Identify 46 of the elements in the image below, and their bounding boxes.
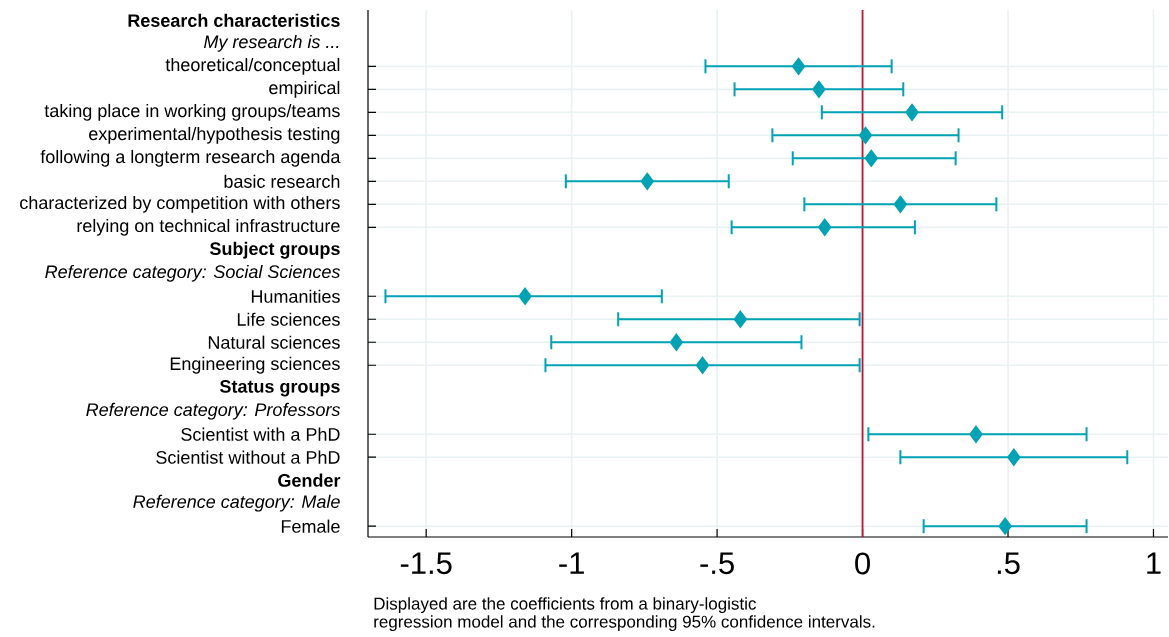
y-tick-label: relying on technical infrastructure	[77, 218, 340, 236]
point	[893, 195, 907, 213]
y-tick-label: Research characteristics	[128, 13, 340, 27]
y-tick-label: Female	[281, 519, 340, 533]
point	[1007, 448, 1021, 466]
point	[791, 57, 806, 75]
point	[818, 218, 832, 236]
y-tick-label: Scientist with a PhD	[181, 427, 340, 441]
x-tick-label: .5	[997, 552, 1020, 575]
y-tick-label: following a longterm research agenda	[40, 149, 341, 167]
point	[733, 310, 747, 328]
point	[864, 149, 878, 167]
x-tick-label: -1	[559, 552, 584, 574]
point	[812, 80, 826, 98]
y-tick-label: Reference category: Male	[133, 494, 340, 512]
y-tick-label: Status groups	[219, 380, 340, 397]
x-tick-label: 0	[855, 552, 870, 575]
y-tick-label: theoretical/conceptual	[165, 57, 340, 75]
y-tick-label: Subject groups	[209, 241, 340, 259]
point	[858, 126, 873, 144]
y-tick-label: Reference category: Social Sciences	[45, 264, 341, 282]
point	[640, 172, 654, 190]
y-tick-label: characterized by competition with others	[20, 195, 340, 213]
y-tick-label: Scientist without a PhD	[156, 450, 340, 464]
point	[905, 103, 919, 121]
y-tick-label: Humanities	[251, 289, 340, 303]
y-tick-label: experimental/hypothesis testing	[89, 126, 340, 144]
y-tick-label: basic research	[224, 174, 340, 188]
y-tick-label: My research is ...	[203, 34, 339, 52]
point	[669, 333, 683, 351]
y-tick-label: Engineering sciences	[170, 356, 340, 374]
y-tick-label: Natural sciences	[208, 335, 340, 349]
text: Displayed are the coefficients from a binary-logistic	[374, 597, 756, 614]
y-tick-label: Gender	[278, 473, 341, 487]
y-tick-label: taking place in working groups/teams	[44, 103, 340, 121]
y-tick-label: Life sciences	[237, 312, 340, 326]
point	[518, 287, 532, 305]
x-tick-label: 1	[1147, 552, 1161, 574]
y-tick-label: empirical	[269, 80, 340, 98]
text: regression model and the corresponding 95% confidence intervals.	[374, 615, 875, 632]
x-tick-label: -1.5	[400, 552, 452, 575]
point	[969, 425, 983, 443]
y-tick-label: Reference category: Professors	[86, 402, 341, 420]
point	[998, 517, 1012, 535]
point	[695, 356, 710, 374]
x-tick-label: -.5	[700, 552, 734, 575]
